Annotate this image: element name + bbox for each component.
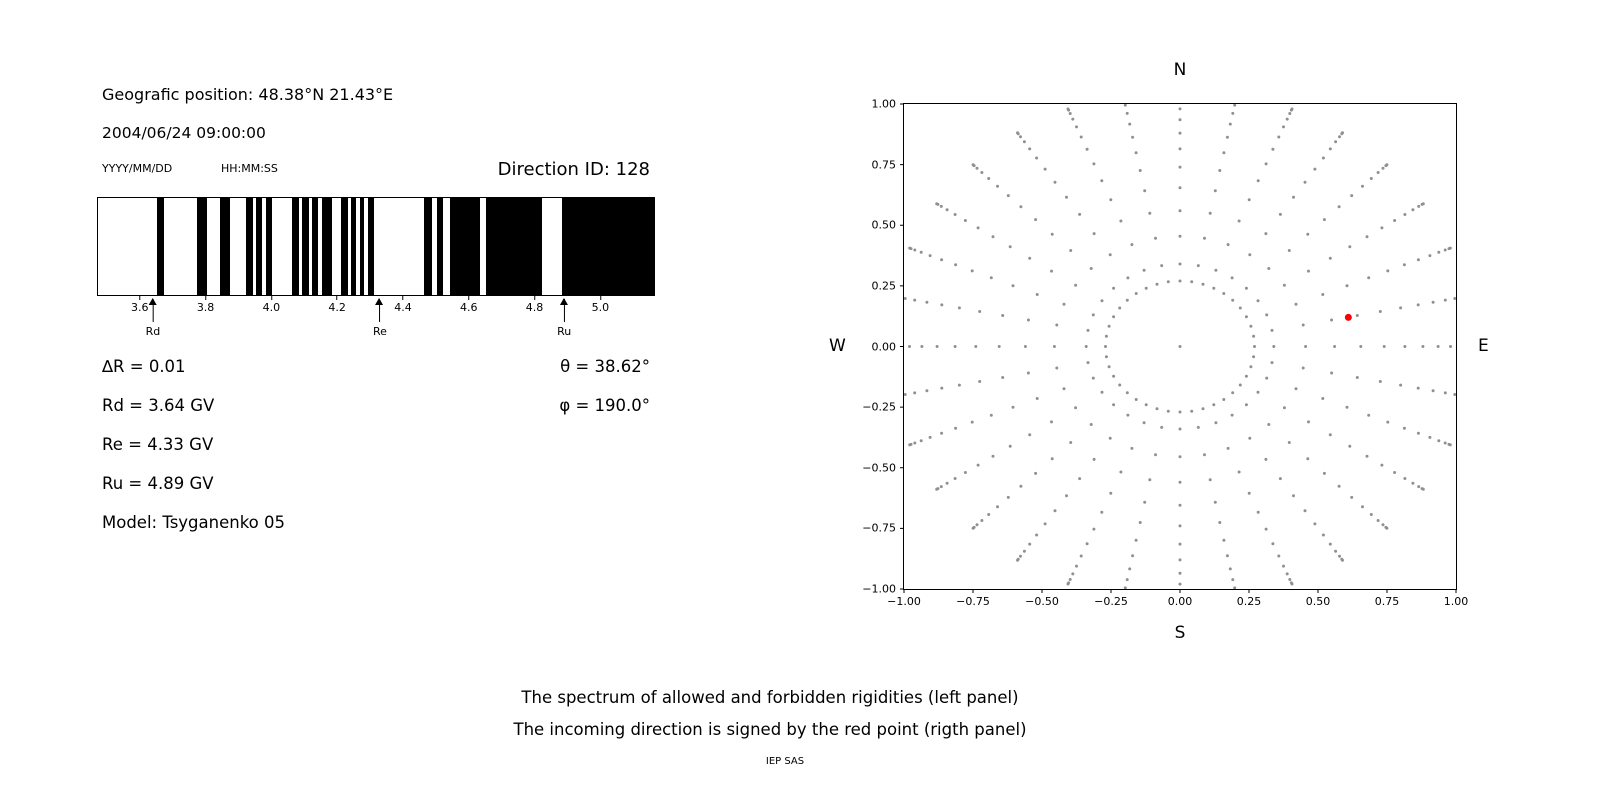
direction-scatter-svg [900,103,1457,593]
forbidden-band [359,198,365,295]
forbidden-band [351,198,357,295]
forbidden-band [423,198,432,295]
tick-label: 4.2 [328,301,346,314]
tick-label: 4.0 [262,301,281,314]
spectrum-markers: Rd Re Ru [97,297,653,349]
tick-mark [402,296,404,300]
tick-label: 3.6 [131,301,149,314]
scatter-y-tick-label: −1.00 [862,582,896,596]
tick-mark [139,296,141,300]
cutoff-marker-label: Ru [557,325,572,338]
scatter-y-tick-label: −0.75 [862,521,896,535]
direction-id-label: Direction ID: 128 [497,159,650,180]
spectrum-x-tick: 3.6 [131,296,149,314]
credit-label: IEP SAS [765,756,805,767]
geo-position-label: Geografic position: 48.38°N 21.43°E [102,85,394,104]
spectrum-x-tick: 4.4 [394,296,412,314]
up-arrow-icon [148,298,157,322]
tick-mark [599,296,601,300]
forbidden-band [246,198,253,295]
caption-line-1: The spectrum of allowed and forbidden ri… [521,688,1019,707]
forbidden-band [219,198,230,295]
tick-mark [534,296,536,300]
theta-value-label: θ = 38.62° [560,357,650,376]
scatter-x-tick-label: 1.00 [1443,595,1469,608]
scatter-y-tick-label: 0.00 [871,340,897,353]
tick-mark [205,296,207,300]
scatter-y-tick-label: 0.25 [871,279,897,293]
spectrum-x-tick: 4.8 [525,296,544,314]
forbidden-band [367,198,375,295]
tick-label: 4.4 [394,301,412,314]
scatter-x-tick-label: 0.00 [1167,595,1193,608]
spectrum-x-tick: 4.6 [460,296,478,314]
scatter-x-tick-labels: −1.00 −0.75 −0.50 −0.25 0.00 0.25 0.50 0.75 1.00 [887,595,1468,611]
spectrum-x-tick: 3.8 [196,296,215,314]
cutoff-marker-re: Re [373,297,387,338]
spectrum-plot-area [98,198,654,295]
phi-value-label: φ = 190.0° [559,396,650,415]
tick-label: 5.0 [591,301,610,314]
forbidden-band [486,198,543,295]
tick-label: 4.8 [525,301,544,314]
compass-west-label: W [829,336,846,356]
date-format-label: YYYY/MM/DD [102,162,173,175]
spectrum-x-axis: 3.6 3.8 4.0 4.2 4.4 4.6 4.8 5.0 [97,296,653,318]
scatter-y-tick-label: 0.50 [871,218,897,232]
tick-mark [270,296,272,300]
scatter-x-tick-label: 0.75 [1374,595,1400,608]
cutoff-marker-label: Rd [145,325,161,338]
scatter-y-tick-label: −0.25 [862,400,896,414]
forbidden-band [311,198,319,295]
compass-north-label: N [1173,60,1187,80]
datetime-label: 2004/06/24 09:00:00 [102,124,266,142]
scatter-x-tick-label: −0.75 [956,595,990,608]
model-label: Model: Tsyganenko 05 [102,513,286,532]
caption-line-2: The incoming direction is signed by the … [513,720,1027,739]
forbidden-band [321,198,332,295]
up-arrow-icon [559,298,568,322]
tick-mark [336,296,338,300]
tick-mark [468,296,470,300]
rd-value-label: Rd = 3.64 GV [102,396,215,415]
scatter-x-tick-label: −0.25 [1094,595,1128,608]
tick-label: 3.8 [196,301,215,314]
scatter-y-tick-label: 1.00 [871,97,897,111]
compass-south-label: S [1174,623,1186,643]
forbidden-band [450,198,480,295]
forbidden-band [265,198,273,295]
forbidden-band [292,198,299,295]
up-arrow-icon [375,298,384,322]
rigidity-spectrum-plot [97,197,655,296]
forbidden-band [436,198,444,295]
scatter-x-tick-label: −1.00 [887,595,921,608]
delta-r-label: ∆R = 0.01 [102,357,186,376]
compass-east-label: E [1478,336,1489,356]
scatter-x-tick-label: −0.50 [1025,595,1059,608]
forbidden-band [157,198,164,295]
forbidden-band [301,198,309,295]
cutoff-marker-label: Re [372,325,387,338]
scatter-y-tick-label: 0.75 [871,158,897,172]
spectrum-x-tick: 5.0 [591,296,610,314]
forbidden-band [341,198,349,295]
tick-label: 4.6 [460,301,478,314]
ru-value-label: Ru = 4.89 GV [102,474,214,493]
cutoff-marker-rd: Rd [145,297,161,338]
forbidden-band [255,198,263,295]
forbidden-band [196,198,207,295]
scatter-x-tick-label: 0.25 [1236,595,1262,608]
scatter-y-tick-label: −0.50 [862,461,896,475]
scatter-x-tick-label: 0.50 [1305,595,1331,608]
forbidden-band [561,198,654,295]
cutoff-marker-ru: Ru [557,297,571,338]
direction-plot: −1.00 −0.75 −0.50 −0.25 0.00 0.25 0.50 0.75 1.00… [862,98,1468,609]
spectrum-x-tick: 4.0 [262,296,281,314]
re-value-label: Re = 4.33 GV [102,435,214,454]
time-format-label: HH:MM:SS [221,162,278,175]
red-direction-point [1344,313,1352,321]
spectrum-x-tick: 4.2 [328,296,346,314]
